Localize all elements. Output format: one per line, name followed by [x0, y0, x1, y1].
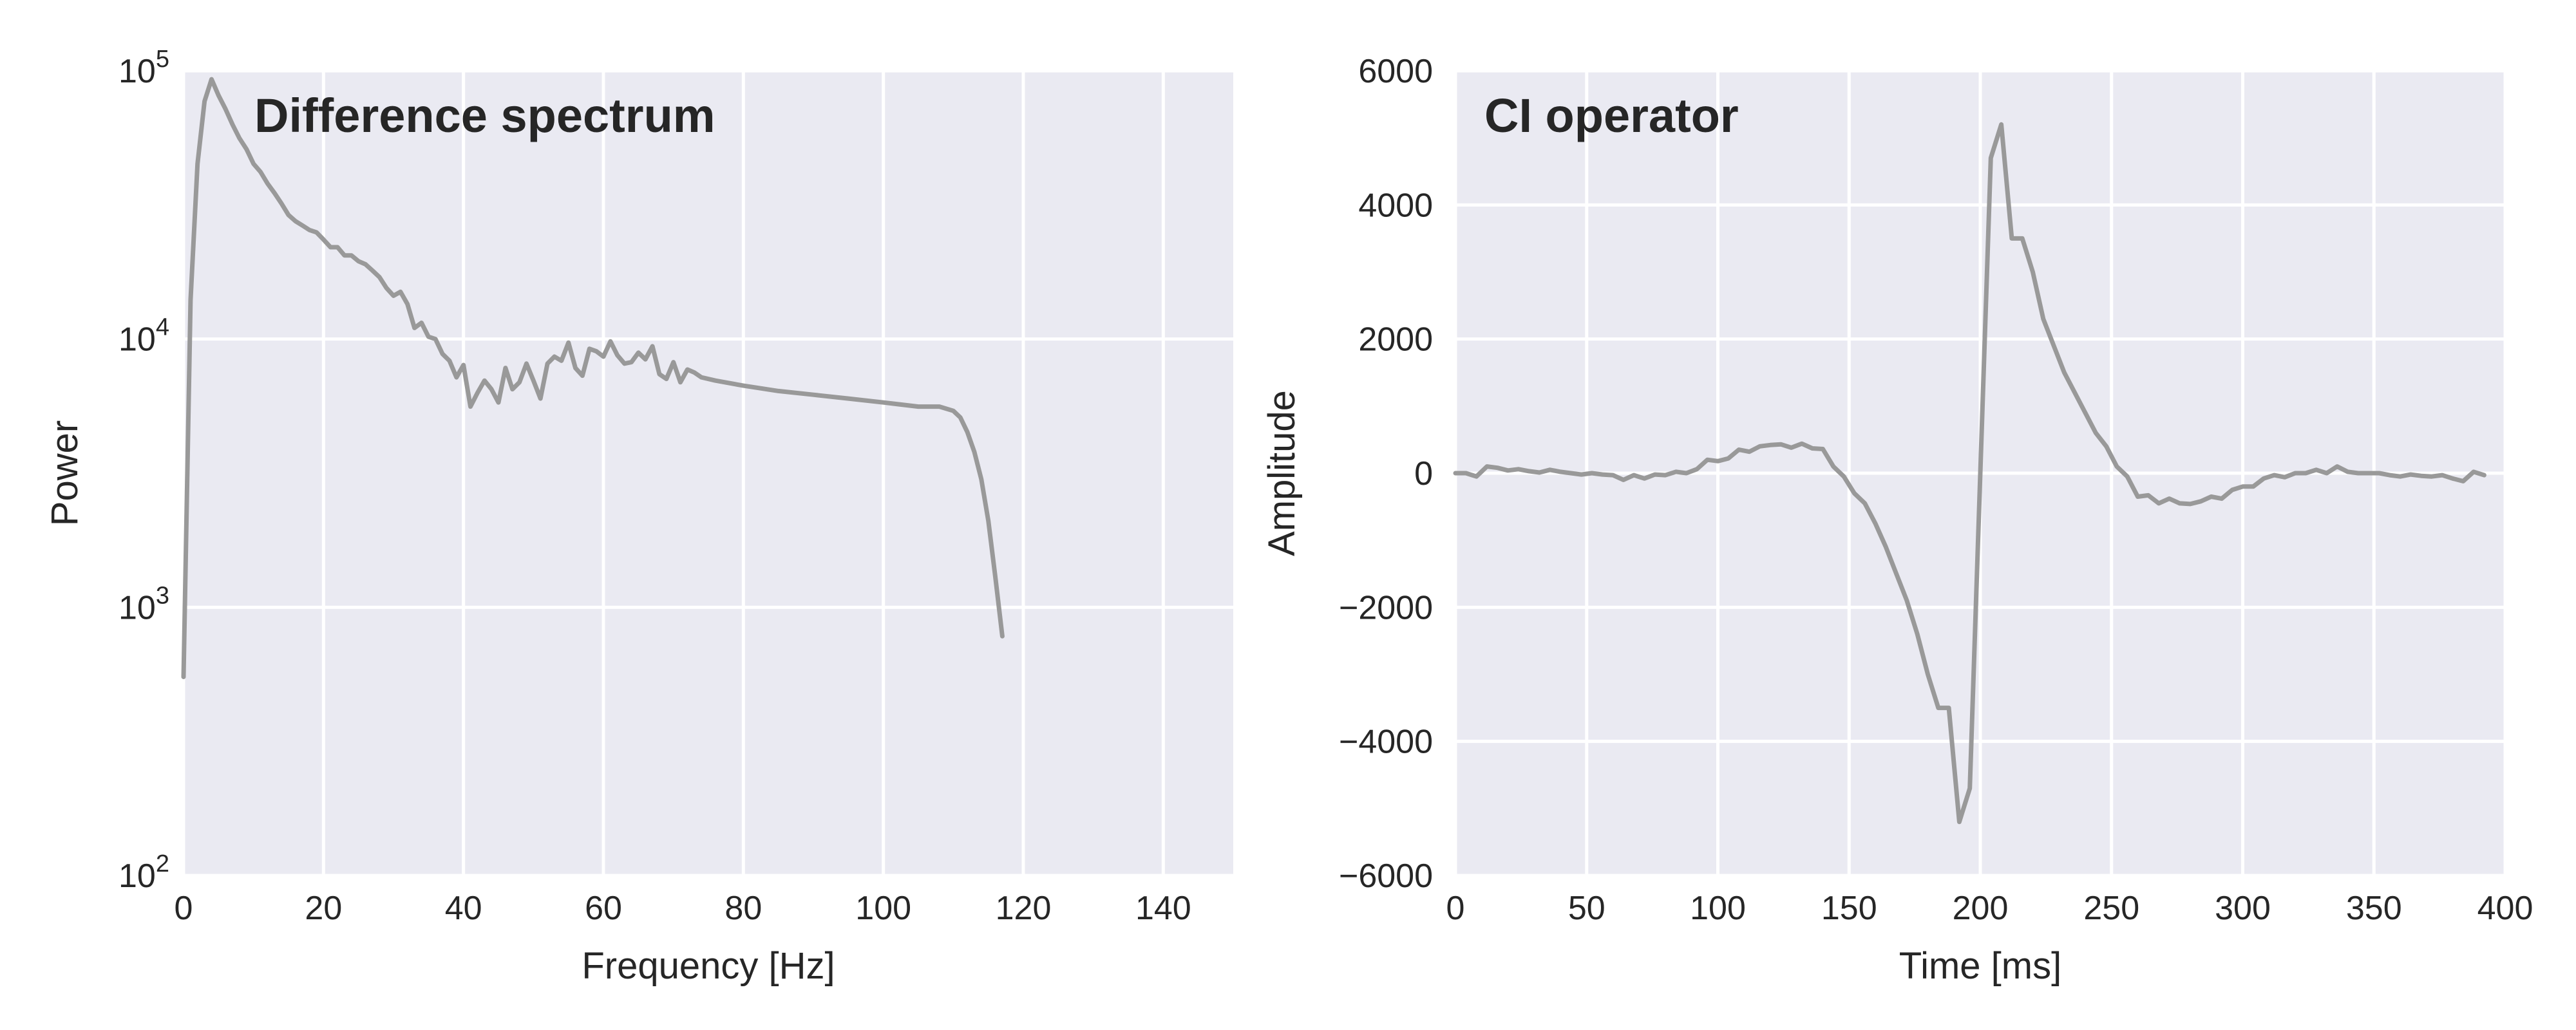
- spectrum-y-tick-label: 105: [118, 46, 169, 90]
- spectrum-x-tick-label: 120: [996, 890, 1052, 927]
- spectrum-title: Difference spectrum: [254, 89, 715, 142]
- ci-operator-panel: 0 50 100 150 200 250 300 350 400 −6000 −4000 −2000 0…: [1261, 53, 2533, 987]
- ci-operator-y-tick-label: 6000: [1358, 53, 1433, 90]
- spectrum-plot-area: [184, 71, 1233, 876]
- ci-operator-x-axis-label: Time [ms]: [1899, 945, 2061, 987]
- spectrum-y-tick-label: 102: [118, 850, 169, 895]
- ci-operator-title: CI operator: [1484, 89, 1739, 142]
- ci-operator-y-tick-label: −4000: [1339, 724, 1433, 761]
- ci-operator-y-tick-label: −2000: [1339, 589, 1433, 626]
- ci-operator-x-tick-label: 400: [2477, 890, 2533, 927]
- ci-operator-x-tick-label: 200: [1953, 890, 2009, 927]
- spectrum-x-tick-label: 0: [175, 890, 193, 927]
- difference-spectrum-panel: 0 20 40 60 80 100 120 140 102 103 104 105 Difference…: [44, 46, 1233, 987]
- spectrum-x-tick-label: 80: [724, 890, 762, 927]
- ci-operator-x-tick-label: 50: [1568, 890, 1605, 927]
- spectrum-x-tick-label: 60: [585, 890, 622, 927]
- ci-operator-x-tick-label: 100: [1690, 890, 1746, 927]
- spectrum-series-line: [181, 77, 1005, 679]
- ci-operator-y-tick-label: 0: [1414, 455, 1433, 492]
- ci-operator-x-tick-label: 350: [2346, 890, 2402, 927]
- ci-operator-y-tick-label: −6000: [1339, 857, 1433, 895]
- spectrum-y-tick-label: 103: [118, 582, 169, 626]
- ci-operator-y-tick-label: 2000: [1358, 321, 1433, 359]
- ci-operator-x-tick-label: 300: [2215, 890, 2271, 927]
- spectrum-y-tick-label: 104: [118, 314, 169, 359]
- ci-operator-series-line: [1453, 122, 2486, 825]
- spectrum-y-axis-label: Power: [44, 420, 86, 526]
- ci-operator-x-tick-label: 250: [2083, 890, 2139, 927]
- ci-operator-y-tick-label: 4000: [1358, 187, 1433, 224]
- ci-operator-x-tick-label: 150: [1821, 890, 1877, 927]
- spectrum-x-tick-label: 100: [855, 890, 911, 927]
- spectrum-x-tick-label: 140: [1135, 890, 1191, 927]
- spectrum-x-axis-label: Frequency [Hz]: [582, 945, 835, 987]
- ci-operator-y-axis-label: Amplitude: [1261, 390, 1303, 556]
- spectrum-x-tick-label: 20: [305, 890, 342, 927]
- ci-operator-x-tick-label: 0: [1446, 890, 1465, 927]
- spectrum-x-tick-label: 40: [445, 890, 482, 927]
